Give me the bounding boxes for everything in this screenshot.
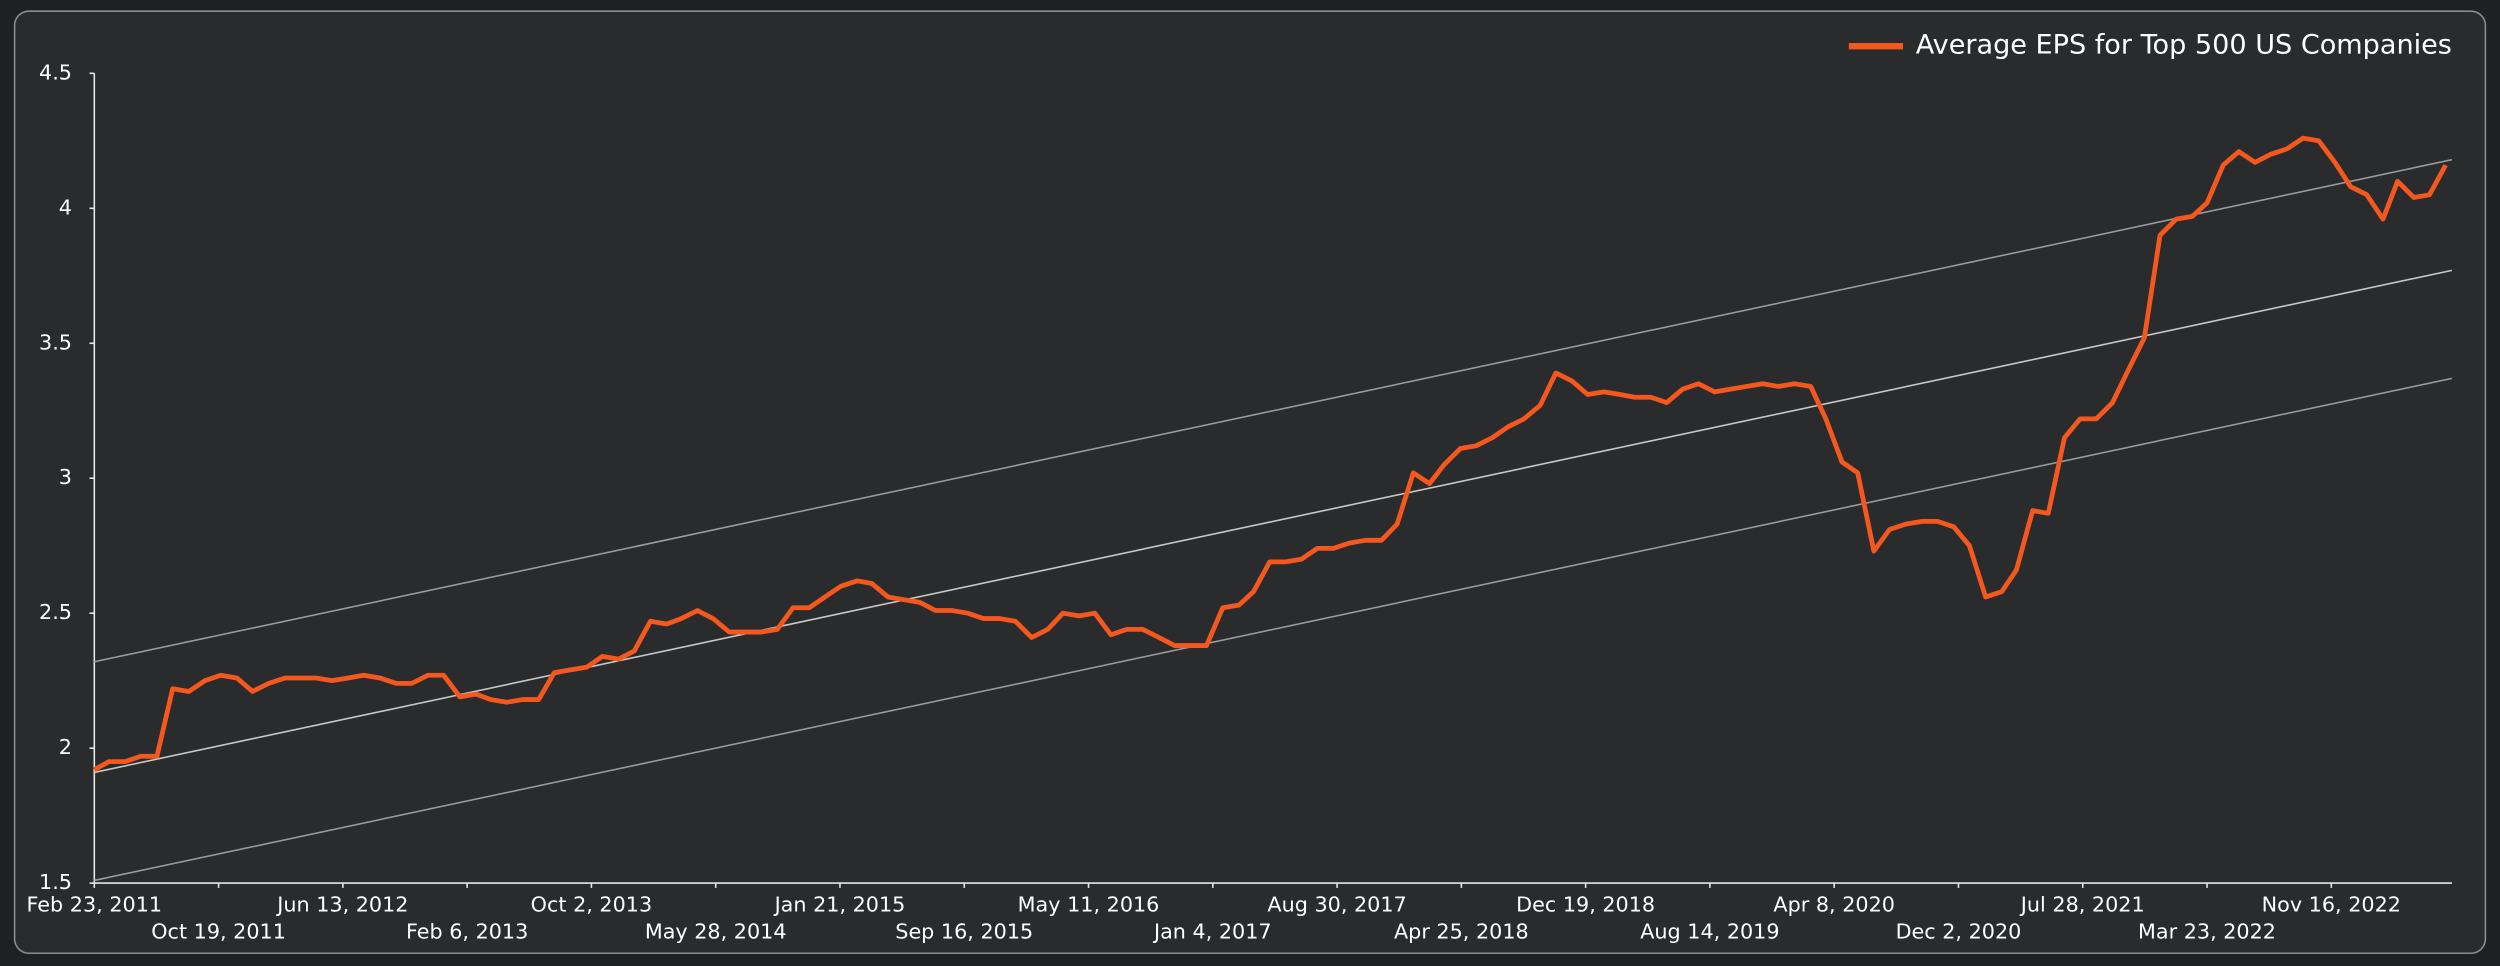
- x-tick-label: Aug 14, 2019: [1640, 920, 1779, 944]
- x-tick-label: Oct 19, 2011: [151, 920, 286, 944]
- x-tick-label: Aug 30, 2017: [1267, 892, 1406, 916]
- x-tick-label: Apr 25, 2018: [1394, 920, 1529, 944]
- x-tick-label: Jan 4, 2017: [1152, 920, 1272, 944]
- x-tick-label: Oct 2, 2013: [531, 892, 653, 916]
- x-tick-label: Nov 16, 2022: [2262, 892, 2401, 916]
- x-tick-label: Feb 23, 2011: [27, 892, 163, 916]
- y-tick-label: 2: [59, 735, 72, 759]
- legend-label: Average EPS for Top 500 US Companies: [1916, 30, 2452, 61]
- x-tick-label: Sep 16, 2015: [895, 920, 1033, 944]
- x-tick-label: Jan 21, 2015: [773, 892, 906, 916]
- trend-line: [94, 158, 2453, 663]
- y-tick-label: 1.5: [39, 870, 72, 894]
- x-tick-label: Jun 13, 2012: [275, 892, 408, 916]
- y-tick-label: 3.5: [39, 330, 72, 354]
- y-tick-label: 2.5: [39, 600, 72, 624]
- y-tick-label: 3: [59, 465, 72, 489]
- x-tick-label: May 11, 2016: [1018, 892, 1160, 916]
- x-tick-label: Apr 8, 2020: [1773, 892, 1895, 916]
- chart-panel: [13, 10, 2487, 955]
- x-tick-label: Dec 2, 2020: [1896, 920, 2022, 944]
- x-tick-label: Feb 6, 2013: [406, 920, 528, 944]
- data-line: [93, 135, 2448, 772]
- x-tick-label: Dec 19, 2018: [1516, 892, 1655, 916]
- y-tick-label: 4.5: [39, 60, 72, 84]
- x-tick-label: Jul 28, 2021: [2019, 892, 2145, 916]
- trend-line: [94, 269, 2453, 774]
- x-tick-label: May 28, 2014: [645, 920, 787, 944]
- x-tick-label: Mar 23, 2022: [2138, 920, 2276, 944]
- y-tick-label: 4: [59, 195, 72, 219]
